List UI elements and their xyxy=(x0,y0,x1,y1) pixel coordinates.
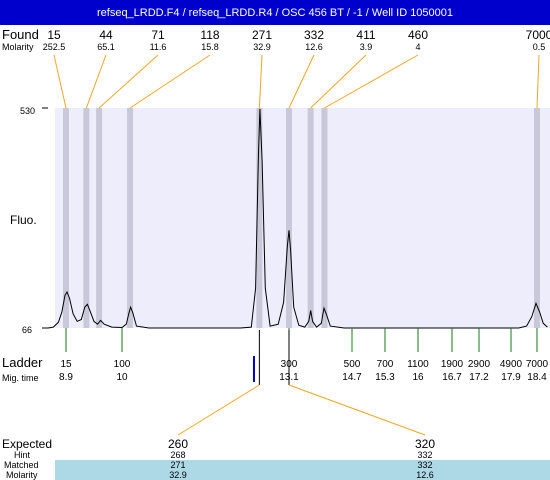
ladder-mig-time-label: 8.9 xyxy=(59,372,73,383)
ladder-mig-time-label: 17.9 xyxy=(501,372,521,383)
ladder-size-label: 15 xyxy=(60,359,72,370)
found-molarity-value: 4 xyxy=(415,42,420,52)
peak-band xyxy=(286,108,292,328)
found-molarity-value: 12.6 xyxy=(305,42,323,52)
molarity-row-value: 12.6 xyxy=(416,470,434,480)
ladder-mig-time-label: 16 xyxy=(412,372,424,383)
found-molarity-value: 32.9 xyxy=(253,42,271,52)
expected-size-value: 320 xyxy=(415,437,435,451)
ladder-mig-time-label: 14.7 xyxy=(342,372,362,383)
found-size-value: 71 xyxy=(151,28,165,42)
found-size-value: 271 xyxy=(252,28,272,42)
y-axis-min-label: 66 xyxy=(22,325,32,335)
peak-band xyxy=(96,108,103,328)
found-size-value: 15 xyxy=(47,28,61,42)
found-label: Found xyxy=(2,27,39,42)
found-molarity-value: 11.6 xyxy=(150,42,167,52)
found-size-value: 332 xyxy=(304,28,324,42)
molarity-label: Molarity xyxy=(2,42,34,52)
found-size-value: 118 xyxy=(200,28,219,42)
ladder-size-label: 100 xyxy=(114,359,131,370)
expected-leader-line xyxy=(288,384,426,436)
peak-band xyxy=(127,108,134,328)
hint-label: Hint xyxy=(14,450,31,460)
ladder-size-label: 1100 xyxy=(407,359,429,370)
found-molarity-value: 3.9 xyxy=(360,42,373,52)
ladder-size-label: 1900 xyxy=(441,359,464,370)
found-leader-line xyxy=(53,54,67,109)
molarity-row-value: 32.9 xyxy=(169,470,187,480)
ladder-size-label: 2900 xyxy=(468,359,491,370)
found-molarity-value: 252.5 xyxy=(43,42,66,52)
expected-table-band xyxy=(55,460,550,480)
found-leader-line xyxy=(310,54,367,109)
y-axis-max-label: 530 xyxy=(20,106,35,116)
found-size-value: 44 xyxy=(99,28,113,42)
ladder-size-label: 500 xyxy=(344,359,361,370)
peak-band xyxy=(534,108,540,328)
expected-size-value: 260 xyxy=(168,437,188,451)
found-molarity-value: 15.8 xyxy=(201,42,219,52)
peak-band xyxy=(321,108,328,328)
found-leader-line xyxy=(98,54,159,109)
ladder-size-label: 4900 xyxy=(500,359,523,370)
ladder-mig-time-label: 18.4 xyxy=(527,372,547,383)
hint-value: 268 xyxy=(170,450,185,460)
ladder-size-label: 700 xyxy=(377,359,394,370)
found-leader-line xyxy=(85,54,107,109)
molarity-row-label: Molarity xyxy=(6,470,38,480)
found-size-value: 411 xyxy=(356,28,375,42)
peak-band xyxy=(256,108,263,328)
found-molarity-value: 0.5 xyxy=(533,42,546,52)
ladder-mig-time-label: 15.3 xyxy=(375,372,395,383)
peak-band xyxy=(83,108,90,328)
matched-value: 332 xyxy=(417,460,432,470)
peak-band xyxy=(63,108,69,328)
plot-area xyxy=(55,108,550,328)
found-molarity-value: 65.1 xyxy=(97,42,115,52)
ladder-size-label: 7000 xyxy=(526,359,549,370)
matched-value: 271 xyxy=(170,460,185,470)
found-leader-line xyxy=(258,54,263,109)
ladder-mig-time-label: 10 xyxy=(116,372,128,383)
peak-band xyxy=(307,108,314,328)
ladder-mig-time-label: 17.2 xyxy=(469,372,489,383)
ladder-mig-time-label: 16.7 xyxy=(442,372,462,383)
found-leader-line xyxy=(324,54,419,109)
hint-value: 332 xyxy=(417,450,432,460)
found-leader-line xyxy=(129,54,211,109)
found-leader-line xyxy=(536,54,540,109)
mig-time-label: Mig. time xyxy=(2,373,39,383)
fluo-axis-label: Fluo. xyxy=(10,213,37,227)
found-size-value: 460 xyxy=(408,28,428,42)
fluorescence-trace xyxy=(43,108,548,329)
chart-title: refseq_LRDD.F4 / refseq_LRDD.R4 / OSC 45… xyxy=(0,0,550,25)
expected-leader-line xyxy=(177,384,260,436)
expected-label: Expected xyxy=(2,437,52,451)
found-size-value: 7000 xyxy=(526,28,550,42)
matched-label: Matched xyxy=(4,460,39,470)
found-leader-line xyxy=(288,54,315,109)
ladder-label: Ladder xyxy=(2,355,43,370)
